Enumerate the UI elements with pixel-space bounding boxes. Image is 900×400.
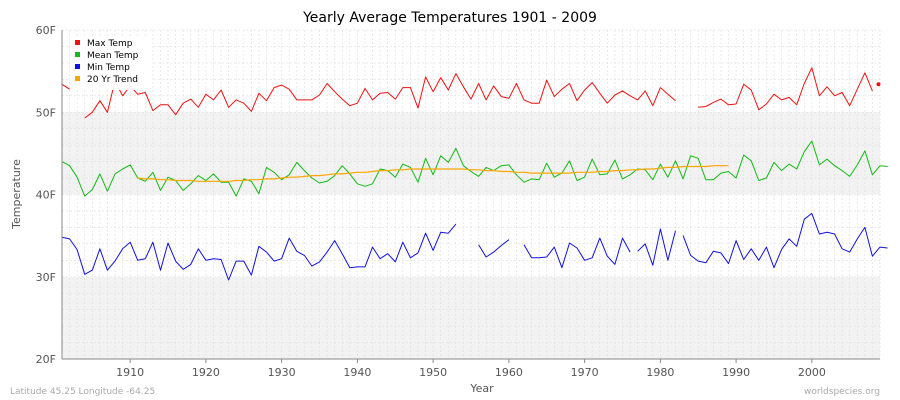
x-tick-label: 1930 [268,366,296,379]
x-tick-label: 1960 [495,366,523,379]
legend-entry: Min Temp [87,63,130,73]
legend-entry: 20 Yr Trend [87,75,138,85]
legend-swatch [75,76,80,81]
series-min-line [61,223,457,281]
legend: Max Temp Mean Temp Min Temp 20 Yr Trend [70,36,152,90]
y-tick-label: 60F [36,24,56,37]
y-tick-label: 50F [36,106,56,119]
x-tick-label: 1970 [571,366,599,379]
legend-swatch [75,52,80,57]
series-min-line [637,228,676,266]
series-min-line [523,237,631,269]
axes: 20F 30F 40F 50F 60F 1910 1920 1930 1940 1950 1960 1… [36,24,880,379]
y-tick-label: 40F [36,189,56,202]
y-axis-label: Temperature [10,159,23,230]
legend-swatch [75,64,80,69]
x-axis-label: Year [469,382,494,395]
series-min-line [682,212,888,269]
legend-entry: Mean Temp [87,51,139,61]
y-tick-label: 30F [36,271,56,284]
series-min-line [478,239,510,258]
footer-source: worldspecies.org [804,387,880,397]
footer-coordinates: Latitude 45.25 Longitude -64.25 [10,387,155,397]
grid-lines [61,29,881,360]
x-tick-label: 2000 [798,366,826,379]
series-trend-line [137,165,729,182]
legend-swatch [75,40,80,45]
series-lines [61,67,888,281]
series-mean-line [61,140,888,197]
x-tick-label: 1910 [116,366,144,379]
x-tick-label: 1980 [646,366,674,379]
series-max-line [698,67,873,111]
chart-title: Yearly Average Temperatures 1901 - 2009 [302,10,597,26]
x-tick-label: 1950 [419,366,447,379]
series-max-line [84,73,676,119]
legend-entry: Max Temp [87,39,133,49]
x-tick-label: 1940 [343,366,371,379]
series-max-point [876,82,881,87]
x-tick-label: 1920 [192,366,220,379]
x-tick-label: 1990 [722,366,750,379]
y-tick-label: 20F [36,353,56,366]
legend-box [70,36,152,90]
series-max-line [61,83,70,90]
